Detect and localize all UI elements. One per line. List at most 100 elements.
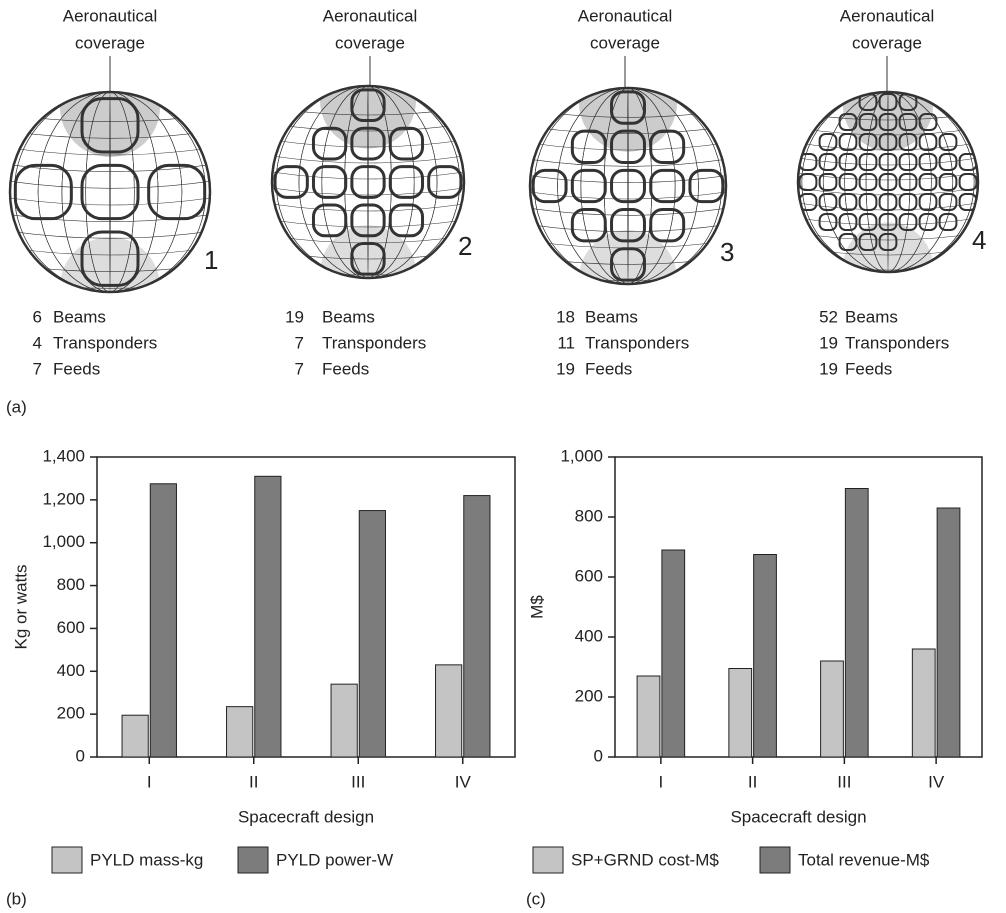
beam — [427, 165, 463, 199]
globe-number: 1 — [204, 245, 218, 275]
beam — [878, 153, 898, 171]
beam — [898, 213, 918, 231]
parallel — [530, 191, 726, 200]
y-tick-label: 1,000 — [42, 532, 85, 551]
beam — [273, 165, 309, 199]
beam — [350, 88, 386, 123]
beam — [918, 133, 938, 151]
globe — [528, 86, 728, 286]
globe-title: Aeronautical — [63, 6, 158, 25]
globe-title: Aeronautical — [323, 6, 418, 25]
bar — [820, 660, 844, 758]
beam — [878, 173, 898, 191]
parallel — [530, 224, 726, 232]
meridian — [627, 88, 629, 284]
spec-count: 11 — [557, 333, 575, 352]
globe-outline — [528, 86, 728, 286]
x-tick-label: III — [351, 772, 365, 791]
parallel — [530, 159, 726, 167]
y-tick-label: 600 — [575, 566, 603, 585]
y-axis-label: M$ — [527, 595, 546, 619]
spec-label: Beams — [53, 307, 106, 326]
globe-outline — [796, 90, 980, 274]
globe — [270, 84, 466, 280]
legend-label: PYLD mass-kg — [90, 850, 203, 869]
beam — [610, 129, 646, 164]
beam — [388, 126, 425, 161]
spec-count: 19 — [556, 359, 575, 378]
x-axis-label: Spacecraft design — [730, 807, 866, 826]
spec-label: Transponders — [845, 333, 949, 352]
beam — [898, 193, 918, 211]
meridian — [37, 92, 183, 292]
y-tick-label: 1,400 — [42, 446, 85, 465]
spec-label: Transponders — [322, 333, 426, 352]
panel-label: (c) — [526, 889, 546, 908]
meridian — [61, 92, 159, 292]
beam — [350, 241, 386, 276]
parallel — [10, 147, 210, 156]
beam — [388, 203, 425, 238]
meridian — [865, 92, 911, 272]
meridian — [85, 92, 135, 292]
plot-frame — [96, 456, 516, 758]
parallel — [530, 208, 726, 216]
beam — [938, 133, 958, 151]
globe-grid — [798, 92, 978, 272]
parallel — [10, 231, 210, 239]
spec-count: 19 — [285, 307, 304, 326]
beam — [838, 233, 858, 251]
beam — [898, 133, 918, 151]
globe-cap — [843, 222, 933, 272]
spec-label: Beams — [585, 307, 638, 326]
y-tick-label: 400 — [575, 626, 603, 645]
parallel — [530, 126, 726, 134]
spec-label: Feeds — [845, 359, 892, 378]
spec-count: 7 — [33, 359, 42, 378]
beam — [649, 129, 686, 164]
bar — [330, 683, 358, 758]
meridian — [887, 92, 889, 272]
spec-count: 7 — [295, 333, 304, 352]
spec-label: Feeds — [322, 359, 369, 378]
beam — [878, 113, 898, 131]
spec-count: 19 — [819, 359, 838, 378]
globe-grid — [272, 86, 464, 278]
beam — [858, 153, 878, 171]
parallel — [272, 171, 464, 180]
legend-label: Total revenue-M$ — [798, 850, 930, 869]
beam — [80, 97, 140, 154]
globe-number: 3 — [720, 237, 734, 267]
beam — [858, 113, 878, 131]
bar — [435, 664, 463, 758]
beam — [818, 193, 838, 211]
beam — [898, 153, 918, 171]
beam — [798, 173, 818, 191]
beam — [838, 213, 858, 231]
beam — [311, 165, 348, 199]
globe-title: coverage — [335, 33, 405, 52]
globe — [796, 90, 980, 274]
bar — [226, 706, 254, 758]
spec-label: Feeds — [585, 359, 632, 378]
beam — [80, 230, 140, 287]
beam — [918, 153, 938, 171]
beam — [938, 173, 958, 191]
beam — [898, 113, 918, 131]
x-tick-label: IV — [455, 772, 472, 791]
beam — [878, 193, 898, 211]
beam — [838, 193, 858, 211]
legend-swatch — [51, 846, 83, 874]
globe-cap — [60, 92, 160, 157]
panel-label: (a) — [6, 397, 27, 416]
x-tick-label: IV — [928, 772, 945, 791]
legend-label: SP+GRND cost-M$ — [571, 850, 719, 869]
globe-outline — [270, 84, 466, 280]
bar — [844, 488, 869, 758]
parallel — [10, 247, 210, 256]
legend-swatch — [237, 846, 269, 874]
spec-label: Feeds — [53, 359, 100, 378]
globe-grid — [530, 88, 726, 284]
legend-swatch — [532, 846, 564, 874]
